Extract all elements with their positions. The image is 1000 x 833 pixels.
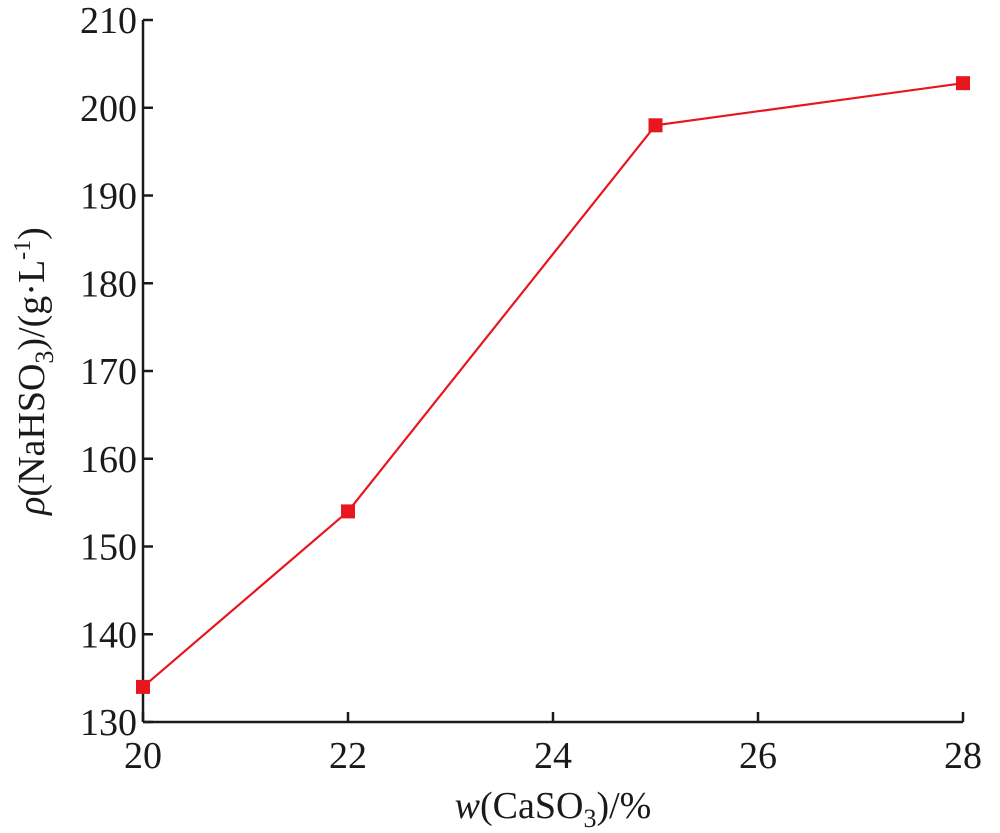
y-axis-title-open: (NaHSO: [11, 364, 53, 497]
y-tick-label: 160: [80, 439, 137, 481]
x-tick-label: 28: [944, 735, 982, 777]
y-axis-title-mid: )/(g·L: [11, 260, 53, 351]
y-axis-title-close: ): [11, 227, 53, 240]
x-tick-label: 24: [534, 735, 572, 777]
ticks: 20 22 24 26 28 130 140 150 160 170 180 190 200 210: [80, 0, 982, 777]
x-tick-label: 26: [739, 735, 777, 777]
x-tick-label: 22: [329, 735, 367, 777]
y-axis-title-subscript: 3: [30, 351, 59, 364]
x-tick-label: 20: [124, 735, 162, 777]
data-point-marker: [956, 76, 970, 91]
y-axis-title: ρ(NaHSO3)/(g·L-1): [10, 227, 59, 516]
axes: [141, 20, 963, 724]
y-tick-label: 200: [80, 88, 137, 130]
x-axis-title-prefix: w: [455, 785, 481, 827]
x-axis-title-close: )/%: [596, 785, 651, 827]
y-tick-label: 170: [80, 351, 137, 393]
y-tick-label: 140: [80, 614, 137, 656]
y-tick-label: 190: [80, 176, 137, 218]
series-layer: [136, 76, 970, 694]
x-axis-title: w(CaSO3)/%: [455, 785, 652, 833]
y-tick-label: 180: [80, 263, 137, 305]
data-point-marker: [136, 679, 150, 694]
y-tick-label: 150: [80, 527, 137, 569]
y-tick-label: 130: [80, 702, 137, 744]
data-point-marker: [341, 504, 355, 519]
y-tick-label: 210: [80, 0, 137, 42]
x-axis-title-subscript: 3: [583, 804, 596, 833]
data-point-marker: [648, 118, 663, 133]
y-axis-title-prefix: ρ: [11, 497, 53, 516]
y-axis-title-superscript: -1: [10, 240, 36, 260]
x-axis-title-open: (CaSO: [480, 785, 583, 827]
series-line: [142, 82, 964, 688]
